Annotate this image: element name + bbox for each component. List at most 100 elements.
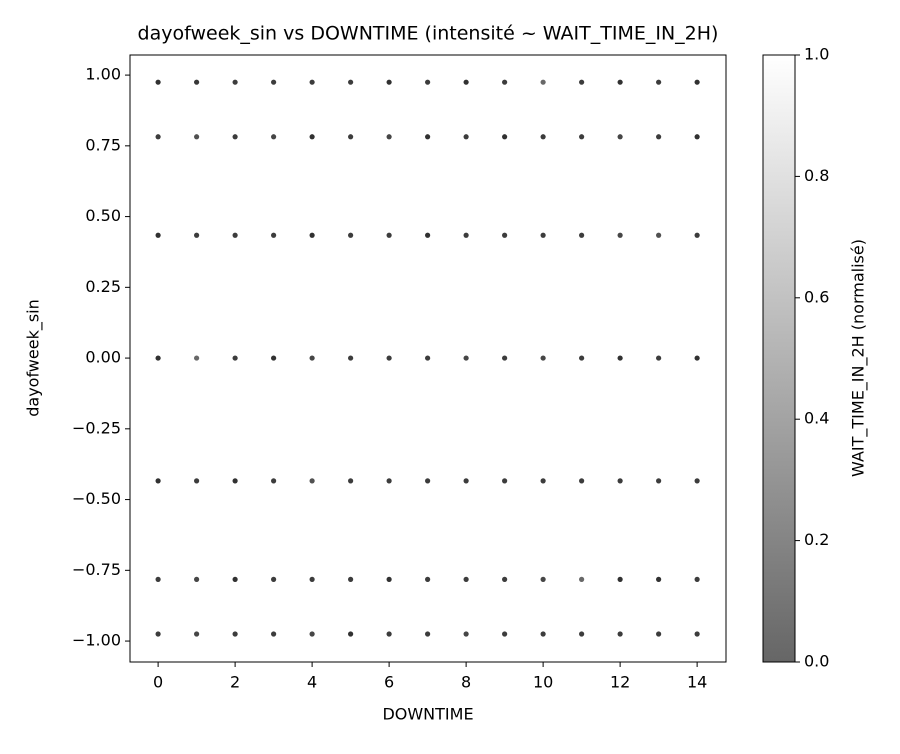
point bbox=[386, 478, 392, 484]
point bbox=[271, 79, 277, 85]
point bbox=[194, 232, 200, 238]
point bbox=[309, 478, 315, 484]
x-tick-label: 2 bbox=[230, 673, 240, 692]
point bbox=[502, 631, 508, 637]
point bbox=[155, 134, 161, 140]
point bbox=[425, 79, 431, 85]
point bbox=[617, 79, 623, 85]
point bbox=[155, 631, 161, 637]
point bbox=[232, 355, 238, 361]
colorbar-tick-label: 1.0 bbox=[804, 45, 829, 64]
y-tick-label: −0.50 bbox=[72, 489, 121, 508]
point bbox=[540, 355, 546, 361]
point bbox=[540, 79, 546, 85]
point bbox=[617, 134, 623, 140]
point bbox=[656, 355, 662, 361]
x-tick-label: 8 bbox=[461, 673, 471, 692]
point bbox=[386, 79, 392, 85]
y-tick-label: 0.00 bbox=[85, 348, 121, 367]
point bbox=[232, 631, 238, 637]
point bbox=[425, 232, 431, 238]
point bbox=[502, 478, 508, 484]
x-tick-label: 12 bbox=[610, 673, 630, 692]
point bbox=[617, 232, 623, 238]
point bbox=[271, 134, 277, 140]
colorbar-tick-label: 0.6 bbox=[804, 287, 829, 306]
x-axis-label: DOWNTIME bbox=[382, 705, 473, 724]
point bbox=[656, 478, 662, 484]
colorbar-tick-label: 0.2 bbox=[804, 530, 829, 549]
point bbox=[540, 232, 546, 238]
point bbox=[425, 478, 431, 484]
x-tick-label: 10 bbox=[533, 673, 553, 692]
point bbox=[579, 355, 585, 361]
y-tick-label: −0.25 bbox=[72, 418, 121, 437]
chart-title: dayofweek_sin vs DOWNTIME (intensité ~ W… bbox=[138, 23, 719, 45]
point bbox=[309, 79, 315, 85]
point bbox=[155, 478, 161, 484]
point bbox=[348, 232, 354, 238]
point bbox=[194, 576, 200, 582]
x-tick-label: 4 bbox=[307, 673, 317, 692]
y-tick-label: 0.75 bbox=[85, 135, 121, 154]
point bbox=[540, 576, 546, 582]
point bbox=[271, 576, 277, 582]
point bbox=[579, 478, 585, 484]
point bbox=[579, 631, 585, 637]
point bbox=[656, 631, 662, 637]
point bbox=[232, 134, 238, 140]
point bbox=[155, 355, 161, 361]
point bbox=[694, 355, 700, 361]
point bbox=[502, 355, 508, 361]
point bbox=[309, 232, 315, 238]
point bbox=[348, 79, 354, 85]
point bbox=[540, 134, 546, 140]
point bbox=[502, 576, 508, 582]
colorbar-tick-label: 0.8 bbox=[804, 166, 829, 185]
point bbox=[694, 232, 700, 238]
point bbox=[271, 355, 277, 361]
x-tick-label: 14 bbox=[687, 673, 707, 692]
point bbox=[694, 576, 700, 582]
y-axis-label: dayofweek_sin bbox=[24, 299, 44, 417]
point bbox=[425, 134, 431, 140]
point bbox=[425, 355, 431, 361]
point bbox=[155, 576, 161, 582]
point bbox=[309, 355, 315, 361]
point bbox=[694, 478, 700, 484]
point bbox=[463, 232, 469, 238]
point bbox=[463, 355, 469, 361]
point bbox=[194, 478, 200, 484]
point bbox=[579, 79, 585, 85]
point bbox=[617, 631, 623, 637]
point bbox=[502, 134, 508, 140]
point bbox=[271, 232, 277, 238]
point bbox=[309, 631, 315, 637]
colorbar-tick-label: 0.0 bbox=[804, 652, 829, 671]
colorbar-tick-label: 0.4 bbox=[804, 409, 829, 428]
point bbox=[579, 576, 585, 582]
point bbox=[348, 478, 354, 484]
colorbar-label: WAIT_TIME_IN_2H (normalisé) bbox=[849, 239, 869, 477]
point bbox=[617, 355, 623, 361]
point bbox=[579, 232, 585, 238]
point bbox=[348, 576, 354, 582]
y-tick-label: −0.75 bbox=[72, 560, 121, 579]
point bbox=[502, 79, 508, 85]
point bbox=[309, 576, 315, 582]
x-tick-label: 6 bbox=[384, 673, 394, 692]
point bbox=[694, 631, 700, 637]
point bbox=[617, 576, 623, 582]
point bbox=[155, 79, 161, 85]
point bbox=[386, 576, 392, 582]
point bbox=[386, 134, 392, 140]
y-tick-label: 0.50 bbox=[85, 206, 121, 225]
y-tick-label: 0.25 bbox=[85, 277, 121, 296]
point bbox=[194, 79, 200, 85]
point bbox=[232, 576, 238, 582]
point bbox=[502, 232, 508, 238]
point bbox=[463, 631, 469, 637]
point bbox=[155, 232, 161, 238]
point bbox=[194, 134, 200, 140]
